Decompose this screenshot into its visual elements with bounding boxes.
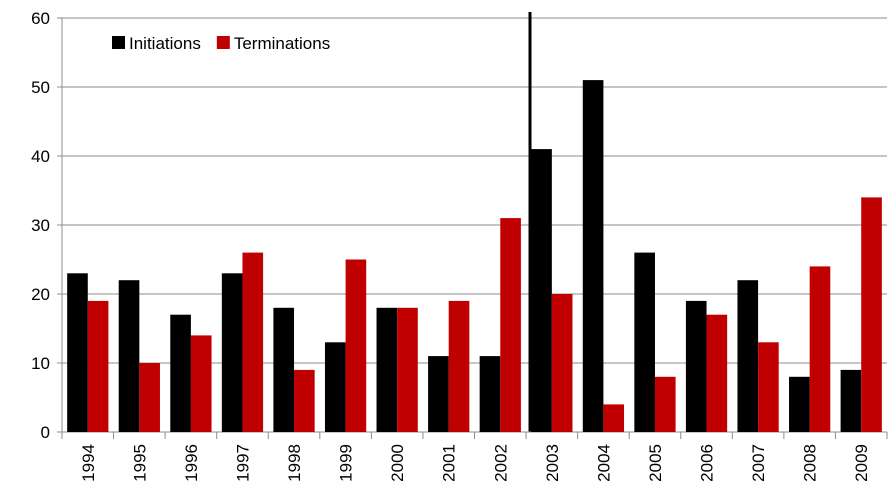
y-tick-label: 40 — [31, 147, 50, 166]
bar — [737, 280, 759, 432]
legend-label: Initiations — [129, 34, 201, 53]
bar — [242, 252, 264, 432]
bar — [706, 314, 728, 432]
bar — [221, 273, 243, 432]
x-tick-label: 1995 — [130, 444, 149, 482]
x-tick-label: 1996 — [182, 444, 201, 482]
y-tick-label: 50 — [31, 78, 50, 97]
bar — [551, 294, 573, 432]
y-tick-label: 10 — [31, 354, 50, 373]
bar — [840, 369, 862, 432]
x-tick-label: 1997 — [233, 444, 252, 482]
bar — [479, 356, 501, 432]
x-tick-label: 2004 — [594, 444, 613, 482]
bar — [87, 300, 109, 432]
x-tick-label: 2003 — [543, 444, 562, 482]
y-tick-label: 30 — [31, 216, 50, 235]
legend-swatch — [216, 36, 230, 49]
x-tick-label: 1999 — [337, 444, 356, 482]
x-tick-label: 1994 — [79, 444, 98, 482]
x-tick-label: 2005 — [646, 444, 665, 482]
bar — [634, 252, 655, 432]
y-tick-label: 60 — [31, 9, 50, 28]
bar — [685, 300, 707, 432]
y-tick-label: 0 — [41, 423, 50, 442]
x-tick-label: 2000 — [388, 444, 407, 482]
y-tick-label: 20 — [31, 285, 50, 304]
x-tick-label: 2001 — [440, 444, 459, 482]
bar — [809, 266, 831, 432]
x-tick-label: 1998 — [285, 444, 304, 482]
bar — [861, 197, 882, 432]
bar — [500, 218, 521, 432]
legend-swatch — [112, 36, 125, 49]
bar — [273, 307, 295, 432]
bar — [376, 307, 398, 432]
bar — [67, 273, 88, 432]
bar — [758, 342, 779, 432]
x-tick-label: 2002 — [491, 444, 510, 482]
bar — [324, 342, 346, 432]
bar — [654, 376, 676, 432]
bar — [118, 280, 140, 432]
bar — [428, 356, 449, 432]
bar — [603, 404, 625, 432]
x-tick-label: 2007 — [749, 444, 768, 482]
x-tick-label: 2009 — [852, 444, 871, 482]
bar — [582, 80, 604, 432]
bar — [345, 259, 367, 432]
bar — [170, 314, 191, 432]
bar — [397, 307, 418, 432]
bar — [448, 300, 470, 432]
bar — [294, 369, 315, 432]
x-tick-label: 2006 — [698, 444, 717, 482]
x-tick-label: 2008 — [801, 444, 820, 482]
bar — [139, 363, 160, 432]
bar — [531, 149, 552, 432]
bar — [789, 376, 810, 432]
bar — [190, 335, 212, 432]
legend-label: Terminations — [234, 34, 330, 53]
